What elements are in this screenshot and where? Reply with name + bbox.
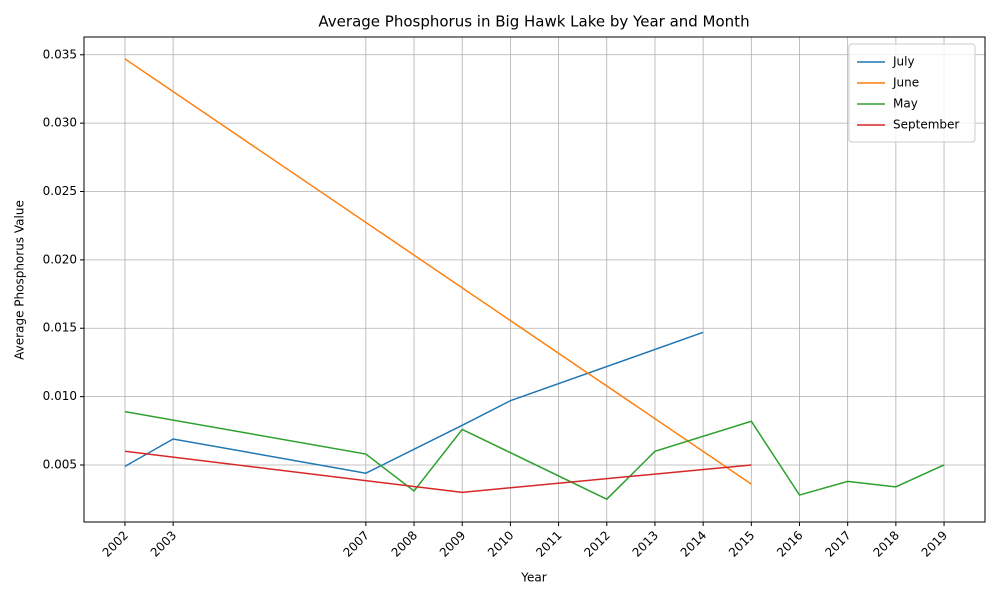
- x-tick-label: 2011: [533, 528, 564, 559]
- series-line: [124, 450, 752, 494]
- x-tick-label: 2007: [340, 528, 371, 559]
- legend-label: June: [892, 76, 919, 90]
- y-tick-label: 0.005: [43, 457, 77, 471]
- legend-box: [848, 43, 976, 143]
- series-line: [124, 331, 704, 474]
- y-tick-label: 0.020: [43, 252, 77, 266]
- x-tick-label: 2018: [870, 528, 901, 559]
- y-tick-label: 0.010: [43, 389, 77, 403]
- x-tick-label: 2002: [100, 528, 131, 559]
- series-line: [124, 58, 752, 485]
- chart-title: Average Phosphorus in Big Hawk Lake by Y…: [318, 13, 749, 31]
- x-tick-label: 2013: [630, 528, 661, 559]
- y-tick-label: 0.015: [43, 321, 77, 335]
- y-axis-label: Average Phosphorus Value: [13, 200, 27, 360]
- plot-frame: [83, 36, 986, 523]
- x-tick-label: 2008: [389, 528, 420, 559]
- y-tick-label: 0.030: [43, 116, 77, 130]
- x-tick-label: 2009: [437, 528, 468, 559]
- x-axis-label: Year: [520, 571, 546, 585]
- y-tick-label: 0.035: [43, 47, 77, 61]
- x-tick-label: 2017: [822, 528, 853, 559]
- legend-label: September: [893, 118, 959, 132]
- x-tick-label: 2010: [485, 528, 516, 559]
- legend-label: July: [892, 55, 915, 69]
- x-tick-label: 2003: [148, 528, 179, 559]
- x-tick-label: 2019: [919, 528, 950, 559]
- x-tick-label: 2015: [726, 528, 757, 559]
- x-tick-label: 2016: [774, 528, 805, 559]
- legend-label: May: [893, 97, 918, 111]
- x-tick-label: 2014: [678, 528, 709, 559]
- x-tick-label: 2012: [581, 528, 612, 559]
- series-line: [124, 410, 945, 501]
- y-tick-label: 0.025: [43, 184, 77, 198]
